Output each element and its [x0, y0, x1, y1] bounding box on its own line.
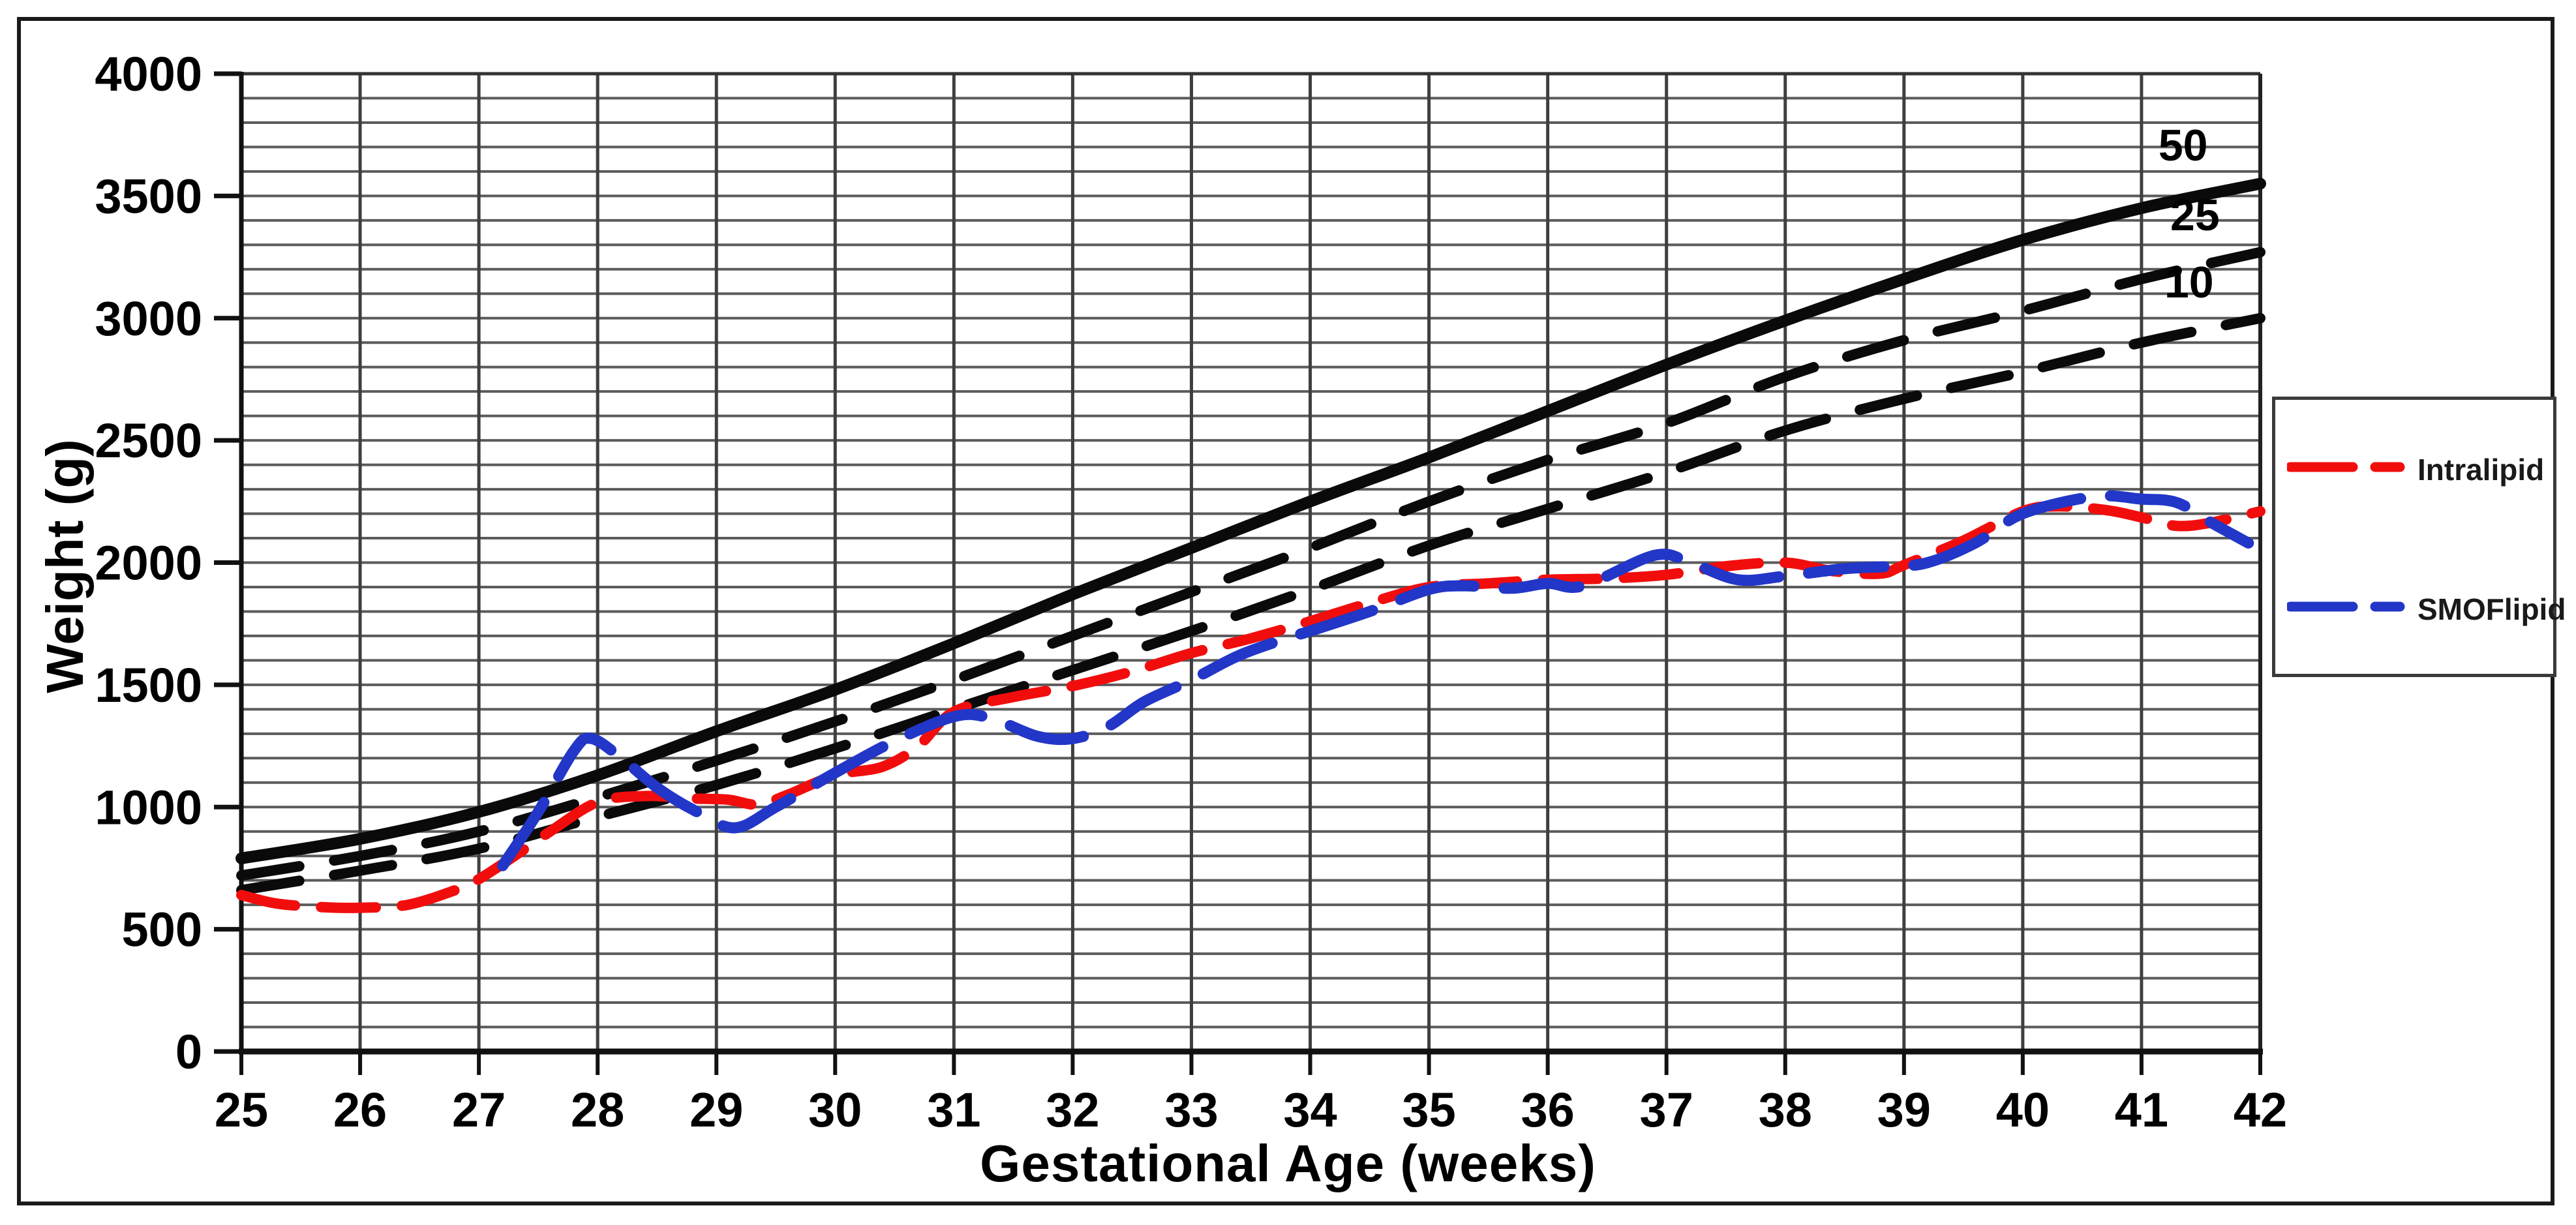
y-tick-label: 0 [175, 1025, 202, 1079]
smoflipid-line-sample [2287, 601, 2411, 612]
x-tick-label: 42 [2234, 1083, 2287, 1137]
y-tick-label: 500 [122, 903, 202, 957]
x-tick-label: 29 [689, 1083, 743, 1137]
x-tick-label: 34 [1283, 1083, 1337, 1137]
x-tick-label: 41 [2115, 1083, 2168, 1137]
legend-label-smoflipid: SMOFlipid [2417, 592, 2566, 626]
percentile-label-25: 25 [2170, 190, 2220, 240]
x-tick-label: 30 [808, 1083, 862, 1137]
x-tick-label: 36 [1521, 1083, 1574, 1137]
x-tick-label: 38 [1759, 1083, 1812, 1137]
y-tick-label: 1000 [95, 780, 202, 834]
legend-item-smoflipid: SMOFlipid [2275, 590, 2566, 629]
x-tick-label: 37 [1640, 1083, 1693, 1137]
y-tick-label: 2500 [95, 414, 202, 468]
y-tick-label: 3000 [95, 292, 202, 346]
x-tick-label: 27 [452, 1083, 506, 1137]
series-line-10th-percentile [236, 312, 2265, 896]
x-tick-label: 31 [927, 1083, 980, 1137]
y-tick-label: 4000 [95, 47, 202, 101]
x-tick-label: 35 [1402, 1083, 1455, 1137]
percentile-label-10: 10 [2164, 258, 2214, 307]
percentile-label-50: 50 [2159, 121, 2208, 170]
legend-box: Intralipid SMOFlipid [2272, 397, 2566, 677]
y-axis-title: Weight (g) [36, 439, 94, 693]
series-line-25th-percentile [236, 247, 2265, 881]
x-tick-label: 32 [1046, 1083, 1099, 1137]
x-tick-label: 26 [333, 1083, 387, 1137]
intralipid-line-sample [2287, 462, 2411, 472]
series-line-smoflipid [497, 490, 2254, 871]
y-tick-label: 3500 [95, 169, 202, 223]
y-tick-label: 2000 [95, 536, 202, 590]
series-line-50th-percentile [235, 177, 2266, 864]
y-tick-label: 1500 [95, 658, 202, 712]
series-line-intralipid [236, 501, 2265, 913]
x-tick-label: 40 [1996, 1083, 2050, 1137]
x-tick-label: 28 [571, 1083, 624, 1137]
legend-label-intralipid: Intralipid [2417, 453, 2545, 487]
legend-item-intralipid: Intralipid [2275, 451, 2553, 490]
x-tick-label: 33 [1164, 1083, 1218, 1137]
x-tick-label: 39 [1877, 1083, 1931, 1137]
x-axis-title: Gestational Age (weeks) [980, 1134, 1596, 1192]
x-tick-label: 25 [215, 1083, 268, 1137]
